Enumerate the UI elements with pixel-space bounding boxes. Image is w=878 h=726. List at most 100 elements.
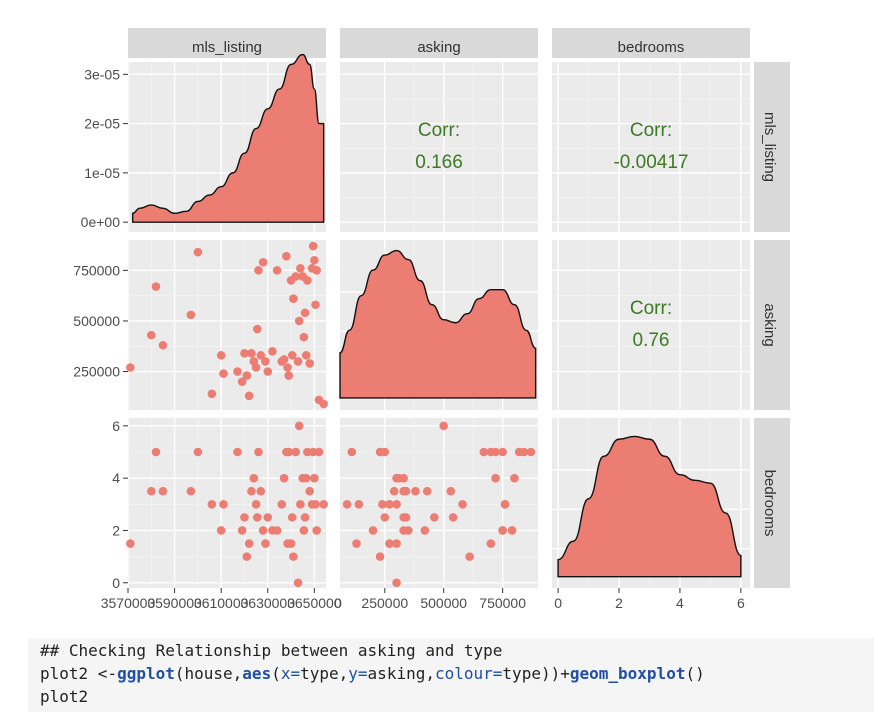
code-part-5: type))+ <box>502 664 570 683</box>
point-bedrooms-vs-asking-45 <box>510 473 519 483</box>
strip-right-bg-1 <box>754 240 790 410</box>
point-asking-vs-mls-1 <box>146 330 156 340</box>
point-asking-vs-mls-24 <box>272 266 282 275</box>
y-tick-label-6: 6 <box>112 418 120 434</box>
point-asking-vs-mls-33 <box>291 272 301 281</box>
point-bedrooms-vs-mls-40 <box>301 473 311 483</box>
point-bedrooms-vs-mls-49 <box>319 500 328 509</box>
point-bedrooms-vs-mls-25 <box>277 500 287 509</box>
point-bedrooms-vs-mls-6 <box>207 500 217 509</box>
point-bedrooms-vs-mls-14 <box>247 486 256 496</box>
code-fn-geom-boxplot: geom_boxplot <box>569 664 686 683</box>
point-bedrooms-vs-mls-45 <box>310 473 319 483</box>
y-tick-label-4: 4 <box>112 470 120 486</box>
x-tick-label-500000: 500000 <box>420 595 467 611</box>
point-asking-vs-mls-16 <box>251 363 261 372</box>
point-bedrooms-vs-mls-29 <box>284 447 294 457</box>
point-bedrooms-vs-asking-16 <box>385 500 394 509</box>
point-bedrooms-vs-mls-4 <box>186 486 196 496</box>
point-bedrooms-vs-asking-38 <box>420 526 430 535</box>
strip-right-label-asking: asking <box>761 303 778 346</box>
panel-bg-1-2 <box>552 240 750 410</box>
point-bedrooms-vs-mls-48 <box>314 447 324 457</box>
point-bedrooms-vs-asking-32 <box>465 552 474 561</box>
point-bedrooms-vs-mls-17 <box>252 513 262 522</box>
point-bedrooms-vs-asking-47 <box>498 526 507 535</box>
point-asking-vs-mls-40 <box>301 351 311 360</box>
point-bedrooms-vs-asking-28 <box>385 539 394 548</box>
point-bedrooms-vs-mls-30 <box>286 539 296 548</box>
point-bedrooms-vs-asking-4 <box>446 486 456 496</box>
point-asking-vs-mls-22 <box>263 367 273 376</box>
point-asking-vs-mls-17 <box>252 324 262 334</box>
point-bedrooms-vs-mls-11 <box>240 513 249 522</box>
point-bedrooms-vs-asking-46 <box>458 500 467 509</box>
point-asking-vs-mls-18 <box>254 266 263 275</box>
point-bedrooms-vs-mls-38 <box>299 526 309 535</box>
code-part-1: (house, <box>174 664 243 683</box>
point-asking-vs-mls-0 <box>126 363 135 372</box>
point-asking-vs-mls-38 <box>299 332 309 342</box>
point-bedrooms-vs-asking-40 <box>399 473 408 483</box>
panel-bg-1-0 <box>128 240 326 410</box>
point-bedrooms-vs-mls-34 <box>293 578 303 588</box>
point-asking-vs-mls-44 <box>308 241 318 251</box>
point-asking-vs-mls-3 <box>158 340 168 350</box>
point-asking-vs-mls-6 <box>207 389 217 399</box>
x-tick-label-3610000: 3610000 <box>194 595 249 611</box>
point-asking-vs-mls-8 <box>219 369 228 378</box>
point-bedrooms-vs-asking-34 <box>392 578 401 588</box>
point-asking-vs-mls-45 <box>310 255 319 265</box>
point-bedrooms-vs-asking-49 <box>342 500 352 509</box>
code-part-6: () <box>685 664 705 683</box>
point-bedrooms-vs-mls-1 <box>146 486 156 496</box>
point-bedrooms-vs-mls-22 <box>263 513 273 522</box>
point-bedrooms-vs-asking-19 <box>399 486 408 496</box>
point-bedrooms-vs-mls-47 <box>312 526 321 535</box>
code-arg-y: y= <box>348 664 368 683</box>
corr-value-asking-bedrooms: 0.76 <box>633 330 670 351</box>
point-bedrooms-vs-asking-8 <box>378 500 387 509</box>
code-fn-ggplot: ggplot <box>117 664 175 683</box>
point-bedrooms-vs-mls-16 <box>251 500 261 509</box>
y-tick-label-0e+00: 0e+00 <box>81 214 121 230</box>
point-bedrooms-vs-mls-9 <box>233 447 242 457</box>
point-asking-vs-mls-9 <box>233 367 242 376</box>
point-bedrooms-vs-mls-32 <box>289 552 298 561</box>
point-bedrooms-vs-asking-3 <box>411 486 420 496</box>
point-bedrooms-vs-mls-8 <box>219 500 228 509</box>
point-bedrooms-vs-asking-18 <box>498 447 507 457</box>
point-asking-vs-mls-32 <box>289 294 298 303</box>
point-asking-vs-mls-26 <box>279 355 289 364</box>
density-bedrooms <box>557 435 742 578</box>
point-bedrooms-vs-mls-3 <box>158 486 168 496</box>
point-asking-vs-mls-46 <box>311 300 320 310</box>
point-bedrooms-vs-asking-29 <box>375 447 385 457</box>
point-bedrooms-vs-mls-24 <box>272 526 282 535</box>
point-bedrooms-vs-mls-42 <box>305 486 314 496</box>
corr-label-asking-bedrooms: Corr: <box>630 298 672 319</box>
point-bedrooms-vs-mls-5 <box>193 447 203 457</box>
code-block: ## Checking Relationship between asking … <box>28 638 874 712</box>
point-bedrooms-vs-asking-37 <box>491 473 500 483</box>
x-tick-label-250000: 250000 <box>361 595 408 611</box>
y-tick-label-1e-05: 1e-05 <box>84 165 120 181</box>
point-bedrooms-vs-mls-35 <box>294 421 304 431</box>
corr-label-mls_listing-bedrooms: Corr: <box>630 120 672 141</box>
point-bedrooms-vs-asking-2 <box>479 447 489 457</box>
y-tick-label-500000: 500000 <box>73 313 120 329</box>
point-bedrooms-vs-mls-7 <box>216 526 226 535</box>
point-asking-vs-mls-11 <box>240 349 249 358</box>
point-bedrooms-vs-mls-18 <box>254 447 263 457</box>
x-tick-label-2: 2 <box>615 595 623 611</box>
strip-top-bg-0 <box>128 28 326 58</box>
point-bedrooms-vs-asking-10 <box>368 526 378 535</box>
point-bedrooms-vs-mls-13 <box>244 539 254 548</box>
point-asking-vs-mls-27 <box>282 251 291 261</box>
x-tick-label-asking-edge: 0 <box>334 595 342 611</box>
y-tick-label-2: 2 <box>112 522 120 538</box>
point-bedrooms-vs-asking-22 <box>380 513 390 522</box>
point-asking-vs-mls-34 <box>293 357 303 366</box>
point-bedrooms-vs-mls-10 <box>237 526 247 535</box>
corr-label-mls_listing-asking: Corr: <box>418 120 460 141</box>
